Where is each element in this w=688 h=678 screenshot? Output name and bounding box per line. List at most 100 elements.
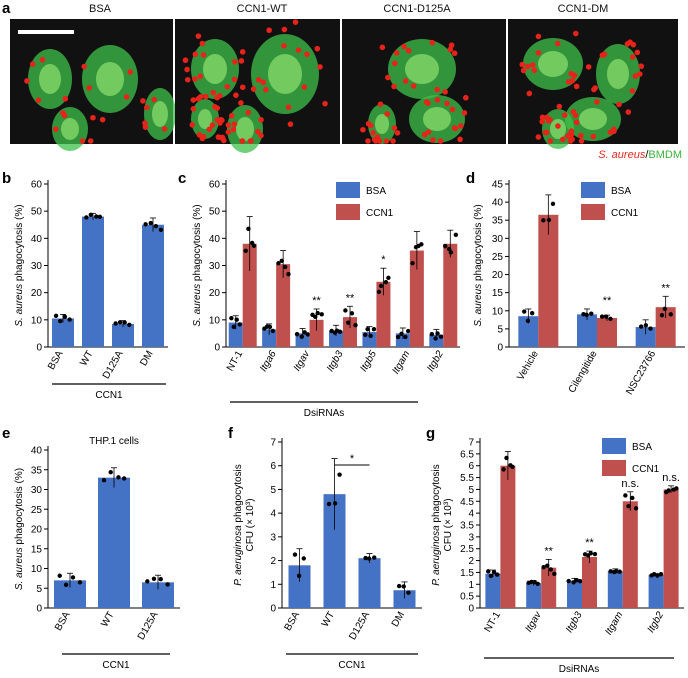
y-tick-label: 2 <box>270 556 276 567</box>
category-label: Cilengitide <box>567 349 600 395</box>
data-point <box>541 564 546 570</box>
bar <box>376 281 391 347</box>
micrograph-bacterium <box>248 138 254 144</box>
y-axis-label: S. aureus phagocytosis (%) <box>14 204 25 326</box>
micrograph-bacterium <box>285 104 292 111</box>
micrograph-bacterium <box>571 72 578 79</box>
category-label: D125A <box>101 349 126 381</box>
significance-label: * <box>350 453 355 465</box>
micrograph-bacterium <box>81 63 88 70</box>
bar <box>655 307 676 347</box>
data-point <box>329 328 334 334</box>
chart-e: 0 5 10 15 20 25 30 35 40 S. aureus phagocytosis (… <box>14 436 180 671</box>
micrograph-bacterium <box>592 85 599 91</box>
micrograph-bacterium <box>410 83 417 89</box>
y-tick-label: 40 <box>31 446 43 457</box>
y-tick-label: 20 <box>31 525 43 536</box>
data-point <box>77 580 83 585</box>
micrograph-nucleus <box>61 118 79 140</box>
micrograph-bacterium <box>401 43 407 50</box>
micrograph-bacterium <box>542 129 549 136</box>
bar <box>262 329 277 347</box>
micrograph-nucleus <box>236 117 254 141</box>
micrograph-bacterium <box>463 94 469 101</box>
micrograph-bacterium <box>423 99 430 105</box>
micrograph-bacterium <box>225 129 232 135</box>
category-label: NT-1 <box>225 349 246 374</box>
category-label: Itgb3 <box>325 349 346 374</box>
data-point <box>638 324 644 329</box>
y-tick-label: 5 <box>468 485 474 496</box>
y-tick-label: 50 <box>209 207 221 218</box>
bar <box>648 574 664 608</box>
bar <box>635 327 656 347</box>
group-label: CCN1 <box>102 660 130 671</box>
y-tick-label: 45 <box>492 180 504 191</box>
data-point <box>158 576 163 582</box>
micrograph-bacterium <box>238 58 245 64</box>
micrograph-bacterium <box>461 110 468 116</box>
micrograph-bacterium <box>567 138 574 144</box>
legend-label: CCN1 <box>366 208 394 219</box>
data-point <box>62 314 68 319</box>
micrograph-bacterium <box>281 26 288 33</box>
bar <box>52 318 74 347</box>
data-point <box>535 581 540 586</box>
micrograph-bacterium <box>258 132 264 139</box>
micrograph-bacterium <box>218 116 224 123</box>
micrograph-bacterium <box>599 52 606 59</box>
data-point <box>446 246 452 252</box>
data-point <box>403 334 408 340</box>
bar <box>142 224 164 347</box>
data-point <box>246 226 251 232</box>
micrograph-bacterium <box>192 51 199 58</box>
micrograph-bacterium <box>281 43 287 49</box>
bar <box>276 264 291 347</box>
micrograph-bacterium <box>239 138 246 144</box>
micrograph-bacterium <box>565 79 572 85</box>
panel-letter-a: a <box>2 0 11 17</box>
micrograph-bacterium <box>195 33 202 39</box>
micrograph-nucleus <box>538 51 568 77</box>
data-point <box>608 316 613 322</box>
micrograph-bacterium <box>61 112 68 119</box>
data-point <box>108 470 113 475</box>
micrograph-bacterium <box>210 89 217 96</box>
micrograph-bacterium <box>250 86 257 92</box>
category-label: Itgb5 <box>358 349 379 374</box>
micrograph-bacterium <box>434 86 440 93</box>
data-point <box>604 314 609 319</box>
data-point <box>326 501 332 507</box>
data-point <box>659 312 665 318</box>
micrograph-bacterium <box>402 78 409 84</box>
data-point <box>545 563 550 568</box>
chart-f: 0 1 2 3 4 5 6 7 P. aeruginosa phagocytosis CFU (×… <box>233 438 422 671</box>
category-label: Itgam <box>603 610 625 637</box>
y-tick-label: 25 <box>492 252 504 263</box>
micrograph-bacterium <box>203 93 209 100</box>
y-axis-label: P. aeruginosa phagocytosis <box>431 464 442 586</box>
y-tick-label: 35 <box>492 216 504 227</box>
data-point <box>70 575 76 580</box>
chart-d: 0 5 10 15 20 25 30 35 40 45 S. aureus phagocytosis… <box>473 180 685 397</box>
category-label: BSA <box>46 349 66 372</box>
micrograph-bacterium <box>230 126 237 133</box>
data-point <box>648 326 653 331</box>
legend-swatch <box>581 182 605 198</box>
y-tick-label: 40 <box>492 198 504 209</box>
y-tick-label: 20 <box>31 288 43 299</box>
micrograph-nucleus <box>203 54 227 84</box>
micrograph-bacterium <box>526 90 533 97</box>
data-point <box>584 312 589 318</box>
micrograph-bacterium <box>531 67 538 74</box>
data-point <box>305 332 311 337</box>
micrograph-bacterium <box>182 57 189 64</box>
y-tick-label: 10 <box>31 315 43 326</box>
panel-letter-d: d <box>466 170 476 187</box>
micrograph-bacterium <box>295 47 302 53</box>
micrograph-bacterium <box>437 138 444 144</box>
data-point <box>435 331 440 336</box>
data-point <box>504 455 509 461</box>
micrograph-bacterium <box>39 56 46 63</box>
data-point <box>529 311 535 316</box>
